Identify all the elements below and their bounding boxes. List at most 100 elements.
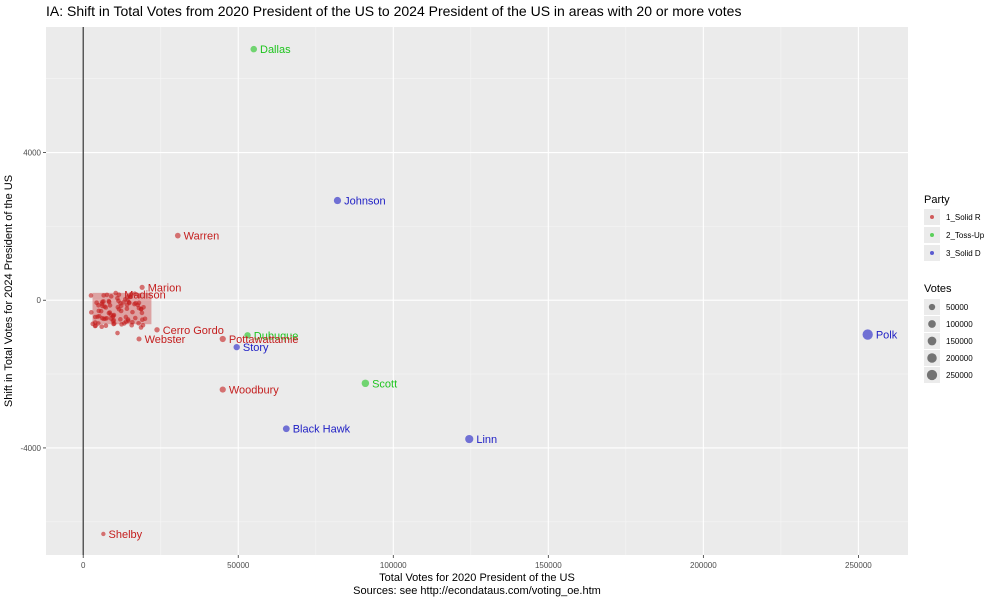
cluster-point [132,315,138,321]
data-point-label: Webster [145,334,186,346]
legend-size-swatch [927,353,937,363]
data-point [233,343,240,351]
data-point-label: Black Hawk [293,424,351,436]
cluster-point [111,313,116,318]
cluster-point [124,306,130,312]
votes-legend-title: Votes [924,283,952,295]
cluster-point [130,319,135,325]
data-point [139,284,145,290]
x-tick-label: 250000 [845,561,872,570]
cluster-point [118,317,123,322]
y-axis-title: Shift in Total Votes for 2024 President … [3,175,15,407]
party-legend-title: Party [924,194,950,206]
chart-title: IA: Shift in Total Votes from 2020 Presi… [46,3,741,19]
cluster-point [136,293,142,299]
legend-label: 150000 [946,337,973,346]
data-point [174,232,181,239]
cluster-point [94,300,99,305]
cluster-point [104,315,110,321]
cluster-label-mass [92,292,152,325]
dense-point-cluster [88,290,152,336]
data-point [154,327,160,333]
legend-swatch [930,215,934,219]
legend-label: 3_Solid D [946,249,981,258]
data-point [219,335,226,343]
cluster-point [107,303,113,308]
axis-ticks: 0 50000 100000 150000 200000 250000 -4000 0 4000 [21,149,873,570]
legend-swatch [930,233,934,237]
cluster-point [139,317,145,322]
y-tick-label: 4000 [23,149,41,158]
cluster-point [132,301,137,307]
x-tick-label: 150000 [535,561,562,570]
data-point [219,386,226,393]
party-legend: Party 1_Solid R 2_Toss-Up 3_Solid D [924,194,985,261]
cluster-point [121,300,126,305]
data-point [361,379,370,388]
data-point-label: Cerro Gordo [163,325,224,337]
data-point-label: Marion [148,282,182,294]
legend-label: 50000 [946,303,969,312]
cluster-point [125,298,130,303]
legend-size-swatch [926,369,938,381]
data-point-label: Story [243,342,269,354]
cluster-point [139,310,145,316]
legend-size-swatch [927,336,937,346]
cluster-point [124,302,130,308]
cluster-point [111,321,116,327]
cluster-point [119,322,124,327]
cluster-point [115,304,121,310]
data-point-label: Madison [124,290,166,302]
cluster-point [136,300,142,306]
cluster-point [115,295,120,301]
cluster-point [115,330,120,336]
data-point [862,329,873,340]
cluster-point [99,324,105,330]
data-point [136,336,142,342]
cluster-point [128,292,134,297]
data-point [116,292,122,298]
cluster-point [88,310,94,315]
legend-label: 1_Solid R [946,213,981,222]
cluster-point [106,299,112,305]
data-point [101,531,106,537]
y-tick-label: -4000 [21,444,42,453]
data-point-label: Shelby [109,529,143,541]
y-tick-label: 0 [37,296,42,305]
data-point-label: Scott [372,378,397,390]
data-point-label: Polk [876,330,898,342]
votes-legend: Votes 50000 100000 150000 200000 250000 [924,283,973,383]
cluster-point [101,293,106,298]
cluster-point [130,309,135,315]
data-point [282,425,290,433]
cluster-point [107,310,113,315]
chart-caption: Sources: see http://econdataus.com/votin… [353,585,601,597]
data-point-label: Linn [476,434,497,446]
plot-panel [46,27,908,555]
data-point-label: Warren [184,231,220,243]
cluster-point [100,303,105,309]
legend-swatch [930,251,934,255]
legend-label: 250000 [946,371,973,380]
cluster-point [92,320,98,325]
cluster-point [108,294,114,299]
cluster-point [99,315,105,321]
cluster-point [123,314,129,320]
legend-size-swatch [928,303,936,311]
data-point [244,332,251,339]
data-point-label: Woodbury [229,385,279,397]
x-axis-title: Total Votes for 2020 President of the US [379,572,575,584]
data-point [333,196,342,205]
x-tick-label: 50000 [227,561,250,570]
x-tick-label: 100000 [380,561,407,570]
legend-label: 100000 [946,320,973,329]
cluster-point [123,319,129,324]
x-tick-label: 200000 [690,561,717,570]
cluster-point [132,291,138,296]
data-point-label: Dallas [260,44,291,56]
cluster-point [98,308,104,314]
legend-label: 2_Toss-Up [946,231,985,240]
data-point [465,434,474,444]
